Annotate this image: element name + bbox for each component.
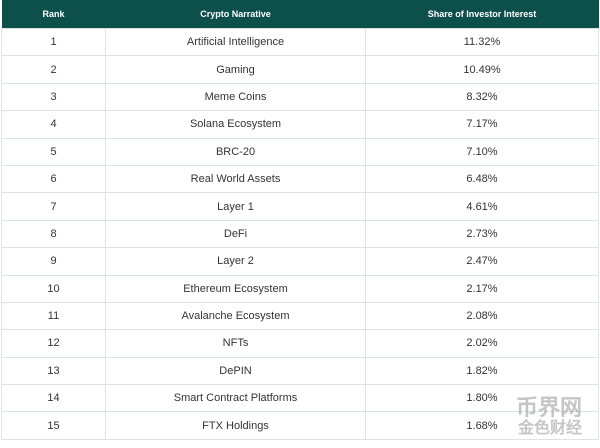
rank-cell: 4 <box>1 110 106 139</box>
table-row: 3 Meme Coins 8.32% <box>1 82 599 112</box>
narrative-cell: Meme Coins <box>105 82 366 112</box>
table-row: 9 Layer 2 2.47% <box>1 247 599 276</box>
narrative-cell: Layer 2 <box>105 247 366 276</box>
narrative-cell: Solana Ecosystem <box>105 110 366 139</box>
narrative-cell: Ethereum Ecosystem <box>105 274 366 303</box>
share-cell: 4.61% <box>365 192 599 221</box>
share-cell: 7.10% <box>365 137 599 166</box>
table-body: 1 Artificial Intelligence 11.32% 2 Gaming 10.… <box>1 27 599 440</box>
share-cell: 10.49% <box>365 55 599 84</box>
rank-cell: 14 <box>1 384 106 413</box>
ranking-table: Rank Crypto Narrative Share of Investor In… <box>1 0 599 440</box>
narrative-cell: NFTs <box>105 329 366 358</box>
rank-cell: 2 <box>1 55 106 84</box>
share-cell: 6.48% <box>365 164 599 194</box>
rank-cell: 8 <box>1 219 106 249</box>
header-cell: Share of Investor Interest <box>365 0 599 29</box>
table-row: 8 DeFi 2.73% <box>1 219 599 249</box>
rank-cell: 11 <box>1 301 106 331</box>
share-cell: 2.08% <box>365 301 599 331</box>
header-cell: Rank <box>1 0 106 29</box>
share-cell: 2.02% <box>365 329 599 358</box>
narrative-cell: DePIN <box>105 356 366 386</box>
share-cell: 11.32% <box>365 27 599 57</box>
narrative-cell: Artificial Intelligence <box>105 27 366 57</box>
header-cell: Crypto Narrative <box>105 0 366 29</box>
table-row: 2 Gaming 10.49% <box>1 55 599 84</box>
header-row: Rank Crypto Narrative Share of Investor In… <box>1 0 599 29</box>
share-cell: 7.17% <box>365 110 599 139</box>
narrative-cell: BRC-20 <box>105 137 366 166</box>
table-row: 15 FTX Holdings 1.68% <box>1 411 599 440</box>
rank-cell: 10 <box>1 274 106 303</box>
table-row: 13 DePIN 1.82% <box>1 356 599 386</box>
narrative-cell: DeFi <box>105 219 366 249</box>
narrative-cell: Layer 1 <box>105 192 366 221</box>
rank-cell: 3 <box>1 82 106 112</box>
rank-cell: 1 <box>1 27 106 57</box>
rank-cell: 15 <box>1 411 106 440</box>
rank-cell: 12 <box>1 329 106 358</box>
table-row: 5 BRC-20 7.10% <box>1 137 599 166</box>
table-row: 6 Real World Assets 6.48% <box>1 164 599 194</box>
narrative-cell: Smart Contract Platforms <box>105 384 366 413</box>
table-header: Rank Crypto Narrative Share of Investor In… <box>1 0 599 29</box>
table-row: 11 Avalanche Ecosystem 2.08% <box>1 301 599 331</box>
share-cell: 2.47% <box>365 247 599 276</box>
share-cell: 1.68% <box>365 411 599 440</box>
table-row: 1 Artificial Intelligence 11.32% <box>1 27 599 57</box>
narrative-cell: Real World Assets <box>105 164 366 194</box>
share-cell: 8.32% <box>365 82 599 112</box>
table-row: 4 Solana Ecosystem 7.17% <box>1 110 599 139</box>
narrative-cell: Gaming <box>105 55 366 84</box>
rank-cell: 9 <box>1 247 106 276</box>
rank-cell: 7 <box>1 192 106 221</box>
table-row: 12 NFTs 2.02% <box>1 329 599 358</box>
share-cell: 2.73% <box>365 219 599 249</box>
table-row: 7 Layer 1 4.61% <box>1 192 599 221</box>
table-row: 10 Ethereum Ecosystem 2.17% <box>1 274 599 303</box>
share-cell: 2.17% <box>365 274 599 303</box>
narrative-cell: Avalanche Ecosystem <box>105 301 366 331</box>
rank-cell: 6 <box>1 164 106 194</box>
share-cell: 1.82% <box>365 356 599 386</box>
rank-cell: 13 <box>1 356 106 386</box>
table-row: 14 Smart Contract Platforms 1.80% <box>1 384 599 413</box>
share-cell: 1.80% <box>365 384 599 413</box>
narrative-cell: FTX Holdings <box>105 411 366 440</box>
rank-cell: 5 <box>1 137 106 166</box>
